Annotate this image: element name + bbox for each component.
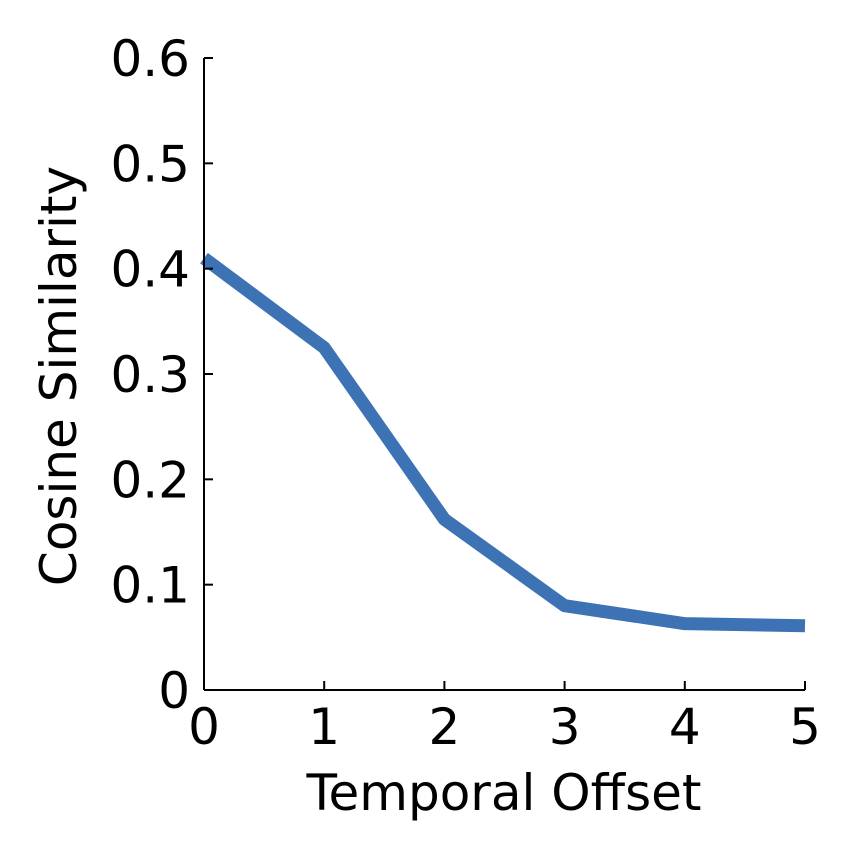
y-tick-label: 0.2 (110, 451, 190, 509)
series-line (200, 252, 806, 633)
y-tick-label: 0 (158, 662, 190, 720)
y-axis-title: Cosine Similarity (30, 166, 88, 586)
x-tick-label: 1 (308, 698, 340, 756)
x-tick-label: 2 (428, 698, 460, 756)
x-tick-label: 5 (789, 698, 821, 756)
x-tick-label: 0 (188, 698, 220, 756)
y-tick-label: 0.6 (110, 30, 190, 88)
x-tick-label: 4 (669, 698, 701, 756)
y-tick-label: 0.3 (110, 346, 190, 404)
y-axis: 0 0.1 0.2 0.3 0.4 0.5 0.6 (110, 30, 213, 720)
plot-area (200, 252, 806, 633)
x-tick-label: 3 (549, 698, 581, 756)
x-axis: 0 1 2 3 4 5 (188, 681, 821, 756)
y-tick-label: 0.4 (110, 241, 190, 299)
x-axis-title: Temporal Offset (305, 764, 701, 822)
y-tick-label: 0.1 (110, 557, 190, 615)
y-tick-label: 0.5 (110, 135, 190, 193)
